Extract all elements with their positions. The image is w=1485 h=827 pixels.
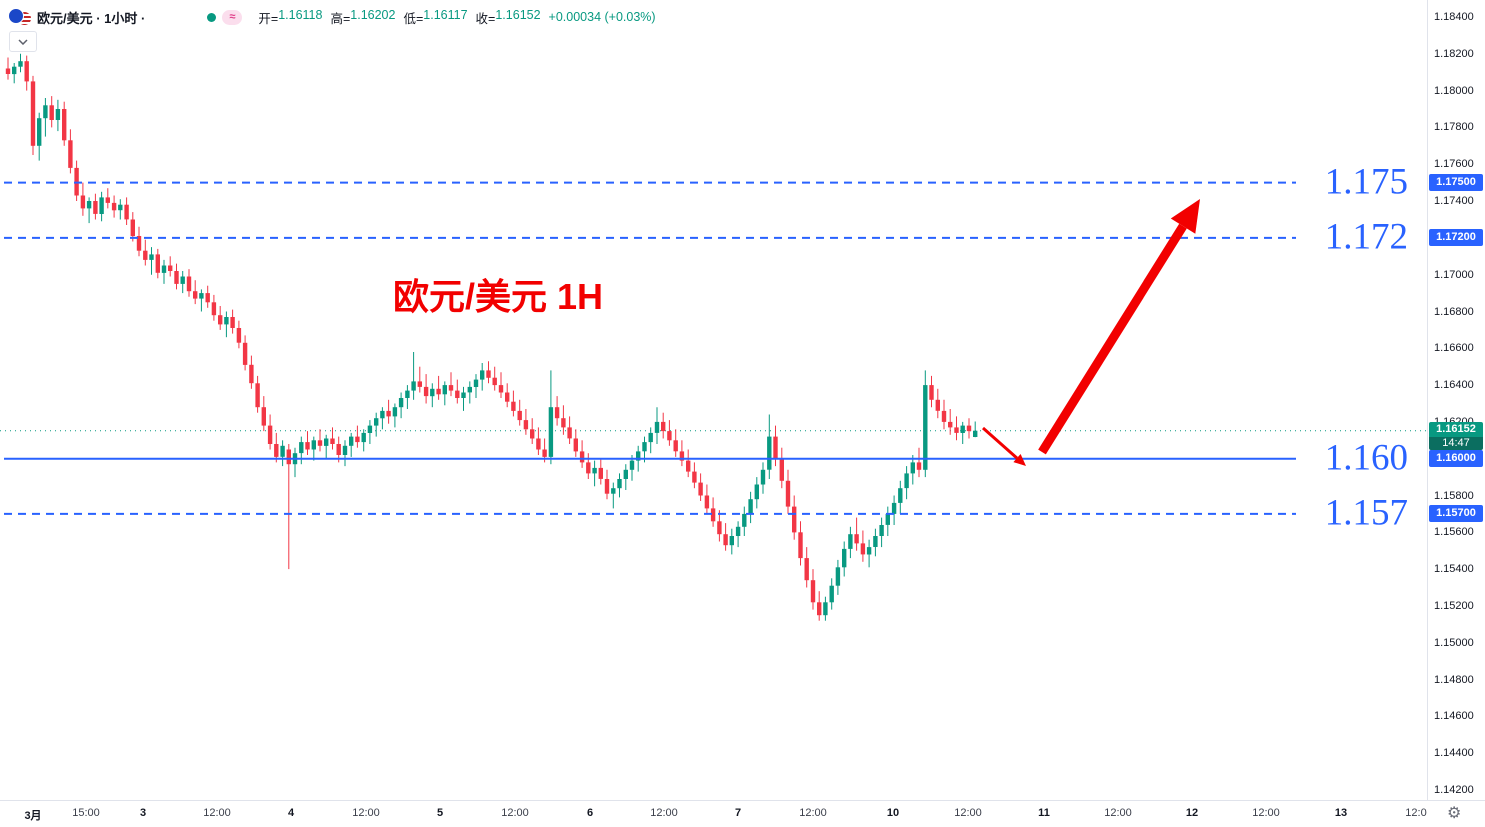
price-tick-label: 1.17800 xyxy=(1434,121,1474,134)
eu-flag-icon xyxy=(8,8,24,24)
time-tick-label: 12:00 xyxy=(954,807,982,819)
market-status-dot-icon xyxy=(207,12,217,22)
price-axis-separator xyxy=(1427,0,1428,800)
time-tick-label: 11 xyxy=(1038,807,1050,819)
price-tick-label: 1.16400 xyxy=(1434,379,1474,392)
low-value: 1.16117 xyxy=(423,7,468,22)
price-tick-label: 1.18200 xyxy=(1434,47,1474,60)
time-tick-label: 5 xyxy=(436,807,444,819)
chevron-down-icon xyxy=(18,38,28,45)
price-change: +0.00034 (+0.03%) xyxy=(548,10,656,24)
current-price-badge: 1.16152 xyxy=(1429,421,1483,437)
level-price-badge: 1.17200 xyxy=(1429,229,1483,247)
price-tick-label: 1.15600 xyxy=(1434,526,1474,539)
time-tick-label: 12:00 xyxy=(501,807,529,819)
time-tick-label: 15:00 xyxy=(72,807,100,819)
eurusd-pair-icon xyxy=(8,7,32,27)
time-tick-label: 12:00 xyxy=(1104,807,1132,819)
high-value: 1.16202 xyxy=(350,7,396,22)
time-tick-label: 7 xyxy=(734,807,742,819)
axis-settings-gear-icon[interactable]: ⚙ xyxy=(1447,805,1462,822)
high-label: 高= xyxy=(330,11,351,26)
open-value: 1.16118 xyxy=(278,7,323,22)
time-tick-label: 12 xyxy=(1185,807,1199,819)
level-price-label[interactable]: 1.160 xyxy=(1324,437,1408,479)
level-price-badge: 1.15700 xyxy=(1429,505,1483,523)
time-tick-label: 12:00 xyxy=(203,807,231,819)
price-tick-label: 1.15800 xyxy=(1434,489,1474,502)
low-label: 低= xyxy=(403,11,424,26)
time-tick-label: 12:00 xyxy=(1252,807,1280,819)
price-axis[interactable]: 1.18400 1.18200 1.18000 1.17800 1.17600 1.174… xyxy=(1428,0,1485,800)
price-tick-label: 1.18400 xyxy=(1434,11,1474,23)
legend-collapse-button[interactable] xyxy=(9,31,37,52)
price-tick-label: 1.17000 xyxy=(1434,268,1474,281)
price-tick-label: 1.18000 xyxy=(1434,84,1474,97)
bar-countdown-badge: 14:47 xyxy=(1429,436,1483,450)
time-axis[interactable]: 3月 15:00 3 12:00 4 12:00 5 12:00 6 12:00 7 12:00 10 1… xyxy=(0,801,1427,827)
time-tick-label: 12:00 xyxy=(650,807,678,819)
level-price-label[interactable]: 1.172 xyxy=(1324,216,1408,258)
time-tick-label: 4 xyxy=(287,807,295,819)
chart-annotation-text[interactable]: 欧元/美元 1H xyxy=(393,276,604,317)
level-price-label[interactable]: 1.175 xyxy=(1324,161,1408,203)
symbol-title[interactable]: 欧元/美元 · 1小时 · xyxy=(37,10,146,26)
approx-badge[interactable]: ≈ xyxy=(222,9,243,25)
symbol-legend: 欧元/美元 · 1小时 · ≈ 开= 1.16118 高= 1.16202 低= 1.… xyxy=(8,7,656,27)
close-value: 1.16152 xyxy=(495,7,541,22)
time-tick-label: 3 xyxy=(139,807,147,819)
price-tick-label: 1.16800 xyxy=(1434,305,1474,318)
time-tick-label: 12:0 xyxy=(1405,807,1427,819)
time-tick-label: 13 xyxy=(1334,807,1348,819)
time-tick-label: 12:00 xyxy=(352,807,380,819)
price-tick-label: 1.14800 xyxy=(1434,673,1474,686)
time-tick-label: 10 xyxy=(886,807,900,819)
price-tick-label: 1.14200 xyxy=(1434,784,1474,796)
price-tick-label: 1.15000 xyxy=(1434,636,1474,649)
price-tick-label: 1.17600 xyxy=(1434,158,1474,171)
price-tick-label: 1.15200 xyxy=(1434,600,1474,612)
price-tick-label: 1.15400 xyxy=(1434,563,1474,576)
time-tick-label: 6 xyxy=(586,807,594,819)
close-label: 收= xyxy=(475,11,496,26)
time-tick-label: 12:00 xyxy=(799,807,827,819)
level-price-label[interactable]: 1.157 xyxy=(1324,492,1408,534)
level-price-badge: 1.17500 xyxy=(1429,174,1483,192)
price-tick-label: 1.14600 xyxy=(1434,710,1474,723)
price-tick-label: 1.17400 xyxy=(1434,195,1474,207)
time-axis-separator xyxy=(0,800,1485,801)
price-tick-label: 1.16600 xyxy=(1434,342,1474,355)
ohlc-values: 开= 1.16118 高= 1.16202 低= 1.16117 收= 1.16152 xyxy=(258,8,540,27)
time-tick-label: 3月 xyxy=(24,810,42,822)
level-price-badge: 1.16000 xyxy=(1429,450,1483,468)
price-tick-label: 1.14400 xyxy=(1434,747,1474,760)
open-label: 开= xyxy=(258,11,279,26)
